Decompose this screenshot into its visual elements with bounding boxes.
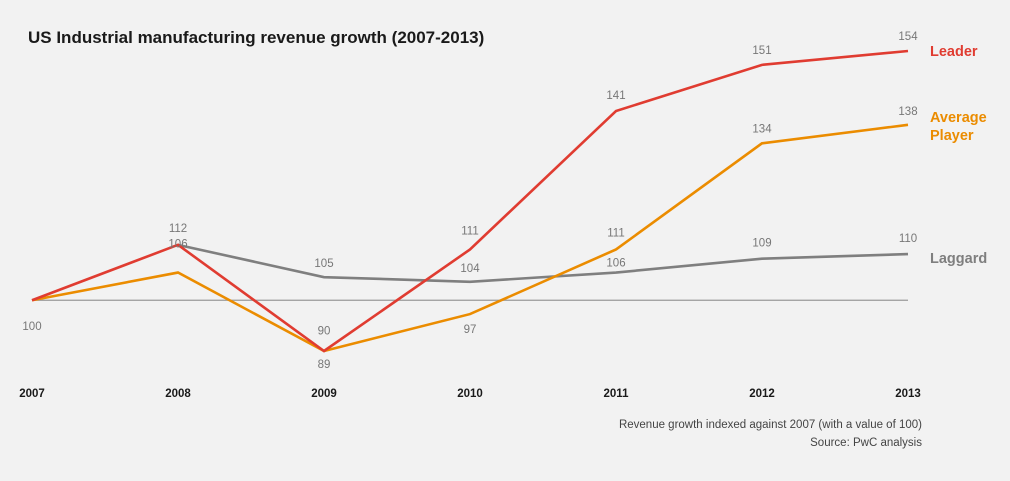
data-label: 141 — [606, 90, 625, 102]
data-label: 110 — [899, 233, 917, 245]
x-tick-label: 2007 — [19, 388, 45, 400]
x-tick-label: 2009 — [311, 388, 337, 400]
data-label: 104 — [460, 263, 480, 275]
data-label: 138 — [898, 106, 917, 118]
data-label: 111 — [461, 225, 478, 237]
x-tick-label: 2010 — [457, 388, 483, 400]
series-line-average-player — [31, 123, 909, 353]
data-label: 151 — [752, 45, 771, 57]
data-label: 105 — [314, 258, 333, 270]
data-label: 90 — [318, 325, 331, 337]
data-label: 109 — [752, 238, 771, 250]
legend-label: Average — [930, 110, 987, 126]
series-line-leader — [31, 49, 909, 353]
legend-label: Player — [930, 128, 974, 144]
data-label: 97 — [464, 324, 477, 336]
x-tick-label: 2011 — [604, 388, 630, 400]
x-tick-label: 2008 — [165, 388, 191, 400]
data-label: 154 — [898, 31, 918, 43]
data-label: 89 — [318, 359, 331, 371]
chart-title: US Industrial manufacturing revenue grow… — [28, 28, 485, 47]
chart-source: Source: PwC analysis — [810, 437, 922, 449]
data-label: 100 — [22, 321, 41, 333]
data-label: 112 — [169, 223, 187, 235]
legend-label: Laggard — [930, 251, 987, 267]
series-line-laggard — [177, 243, 909, 284]
data-label: 134 — [752, 123, 772, 135]
x-tick-label: 2012 — [749, 388, 775, 400]
data-label: 106 — [168, 239, 187, 251]
data-label: 106 — [606, 258, 625, 270]
data-label: 111 — [607, 227, 624, 239]
x-tick-label: 2013 — [895, 388, 921, 400]
chart-footnote: Revenue growth indexed against 2007 (wit… — [618, 419, 922, 431]
legend-label: Leader — [930, 44, 978, 60]
